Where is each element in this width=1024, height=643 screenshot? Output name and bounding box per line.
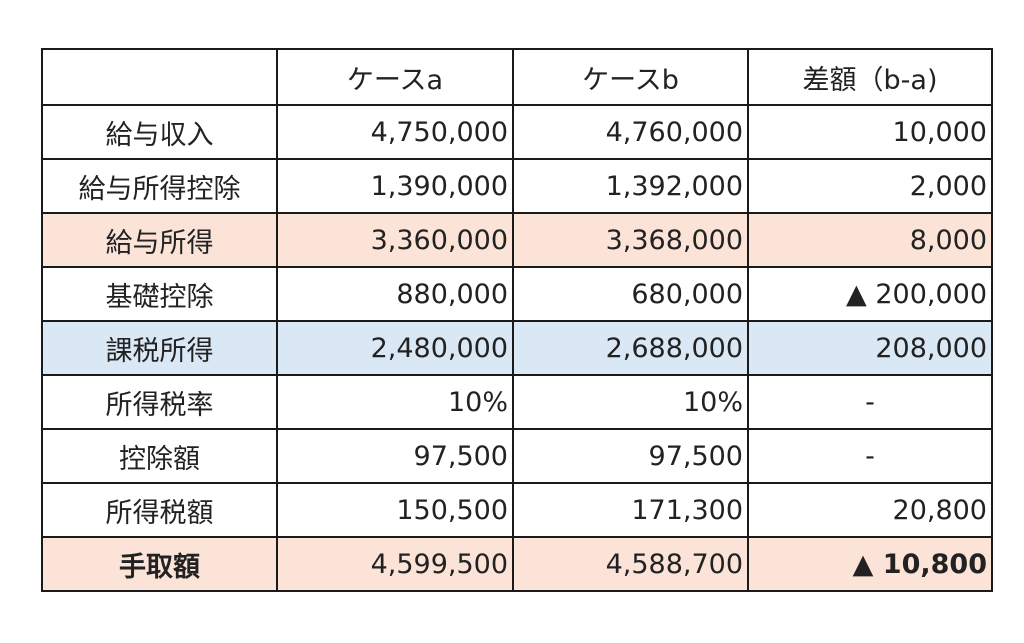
row-label[interactable]: 所得税率 xyxy=(41,374,278,430)
case-a-cell[interactable]: 4,750,000 xyxy=(276,104,514,160)
case-a-cell[interactable]: 3,360,000 xyxy=(276,212,514,268)
table-row: 課税所得 2,480,000 2,688,000 208,000 xyxy=(41,320,993,376)
row-label[interactable]: 給与所得 xyxy=(41,212,278,268)
header-cell-case-a[interactable]: ケースa xyxy=(276,48,514,106)
case-a-cell[interactable]: 10% xyxy=(276,374,514,430)
table-row: 給与収入 4,750,000 4,760,000 10,000 xyxy=(41,104,993,160)
case-b-cell[interactable]: 97,500 xyxy=(512,428,749,484)
case-b-cell[interactable]: 680,000 xyxy=(512,266,749,322)
case-b-cell[interactable]: 4,588,700 xyxy=(512,536,749,592)
difference-cell[interactable]: 8,000 xyxy=(747,212,993,268)
difference-cell[interactable]: - xyxy=(747,374,993,430)
difference-cell[interactable]: - xyxy=(747,428,993,484)
case-b-cell[interactable]: 3,368,000 xyxy=(512,212,749,268)
comparison-table: ケースa ケースb 差額（b-a) 給与収入 4,750,000 4,760,0… xyxy=(41,48,993,592)
case-a-cell[interactable]: 97,500 xyxy=(276,428,514,484)
difference-cell[interactable]: 208,000 xyxy=(747,320,993,376)
difference-cell[interactable]: ▲ 10,800 xyxy=(747,536,993,592)
case-a-cell[interactable]: 2,480,000 xyxy=(276,320,514,376)
case-b-cell[interactable]: 1,392,000 xyxy=(512,158,749,214)
table-row: 所得税額 150,500 171,300 20,800 xyxy=(41,482,993,538)
header-cell-corner[interactable] xyxy=(41,48,278,106)
case-b-cell[interactable]: 4,760,000 xyxy=(512,104,749,160)
table-row: 給与所得 3,360,000 3,368,000 8,000 xyxy=(41,212,993,268)
row-label[interactable]: 給与収入 xyxy=(41,104,278,160)
table-row: 控除額 97,500 97,500 - xyxy=(41,428,993,484)
table-row: 手取額 4,599,500 4,588,700 ▲ 10,800 xyxy=(41,536,993,592)
difference-cell[interactable]: 2,000 xyxy=(747,158,993,214)
row-label[interactable]: 控除額 xyxy=(41,428,278,484)
row-label[interactable]: 手取額 xyxy=(41,536,278,592)
row-label[interactable]: 所得税額 xyxy=(41,482,278,538)
case-a-cell[interactable]: 150,500 xyxy=(276,482,514,538)
case-b-cell[interactable]: 2,688,000 xyxy=(512,320,749,376)
row-label[interactable]: 課税所得 xyxy=(41,320,278,376)
difference-cell[interactable]: ▲ 200,000 xyxy=(747,266,993,322)
header-row: ケースa ケースb 差額（b-a) xyxy=(41,48,993,106)
case-b-cell[interactable]: 10% xyxy=(512,374,749,430)
table-row: 給与所得控除 1,390,000 1,392,000 2,000 xyxy=(41,158,993,214)
difference-cell[interactable]: 10,000 xyxy=(747,104,993,160)
table-row: 基礎控除 880,000 680,000 ▲ 200,000 xyxy=(41,266,993,322)
header-cell-difference[interactable]: 差額（b-a) xyxy=(747,48,993,106)
row-label[interactable]: 基礎控除 xyxy=(41,266,278,322)
row-label[interactable]: 給与所得控除 xyxy=(41,158,278,214)
case-a-cell[interactable]: 1,390,000 xyxy=(276,158,514,214)
case-b-cell[interactable]: 171,300 xyxy=(512,482,749,538)
header-cell-case-b[interactable]: ケースb xyxy=(512,48,749,106)
case-a-cell[interactable]: 880,000 xyxy=(276,266,514,322)
difference-cell[interactable]: 20,800 xyxy=(747,482,993,538)
case-a-cell[interactable]: 4,599,500 xyxy=(276,536,514,592)
table-row: 所得税率 10% 10% - xyxy=(41,374,993,430)
